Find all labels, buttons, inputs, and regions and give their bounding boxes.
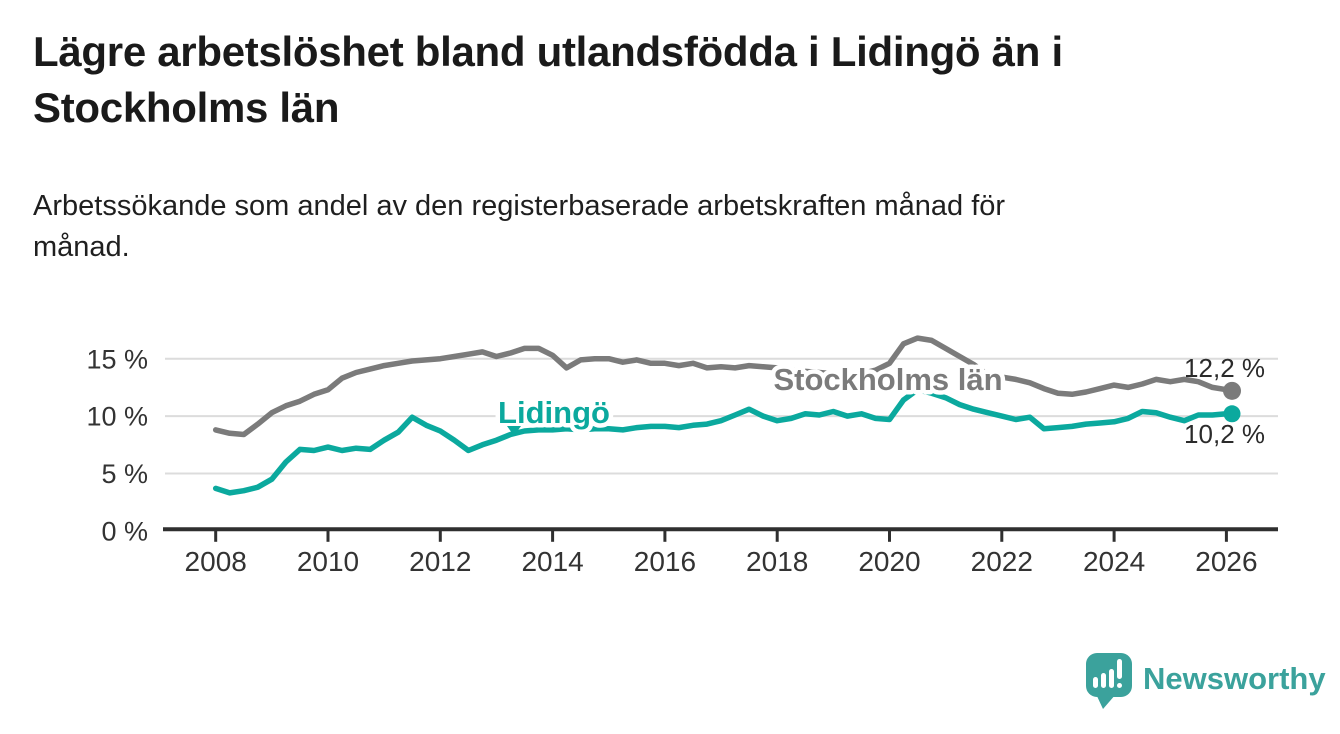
x-tick-label: 2024 — [1083, 546, 1145, 577]
x-tick-label: 2022 — [971, 546, 1033, 577]
y-tick-label: 5 % — [101, 459, 148, 489]
y-tick-label: 15 % — [86, 344, 148, 374]
x-tick-label: 2014 — [521, 546, 583, 577]
lidingo-label-caret — [507, 426, 521, 436]
end-value-label-stockholm: 12,2 % — [1184, 353, 1265, 383]
x-tick-label: 2018 — [746, 546, 808, 577]
end-value-label-lidingo: 10,2 % — [1184, 419, 1265, 449]
x-tick-label: 2008 — [185, 546, 247, 577]
y-tick-label: 10 % — [86, 402, 148, 432]
series-line-stockholm — [212, 335, 1235, 438]
x-tick-label: 2010 — [297, 546, 359, 577]
y-tick-label: 0 % — [101, 516, 148, 546]
x-tick-label: 2016 — [634, 546, 696, 577]
x-tick-label: 2020 — [858, 546, 920, 577]
newsworthy-logo: Newsworthy — [1085, 652, 1326, 710]
logo-wordmark: Newsworthy — [1143, 661, 1326, 696]
series-label-stockholm: Stockholms län — [773, 362, 1002, 397]
chart-subtitle: Arbetssökande som andel av den registerb… — [33, 190, 1006, 263]
end-dot-lidingo — [1223, 405, 1241, 423]
chart-title: Lägre arbetslöshet bland utlandsfödda i … — [33, 28, 1063, 131]
x-tick-label: 2012 — [409, 546, 471, 577]
end-dot-stockholm — [1223, 381, 1242, 400]
series-line-lidingo — [212, 386, 1235, 496]
x-tick-label: 2026 — [1195, 546, 1257, 577]
series-label-lidingo: Lidingö — [498, 395, 610, 430]
logo-speech-bubble-bar-chart-icon — [1086, 653, 1132, 709]
